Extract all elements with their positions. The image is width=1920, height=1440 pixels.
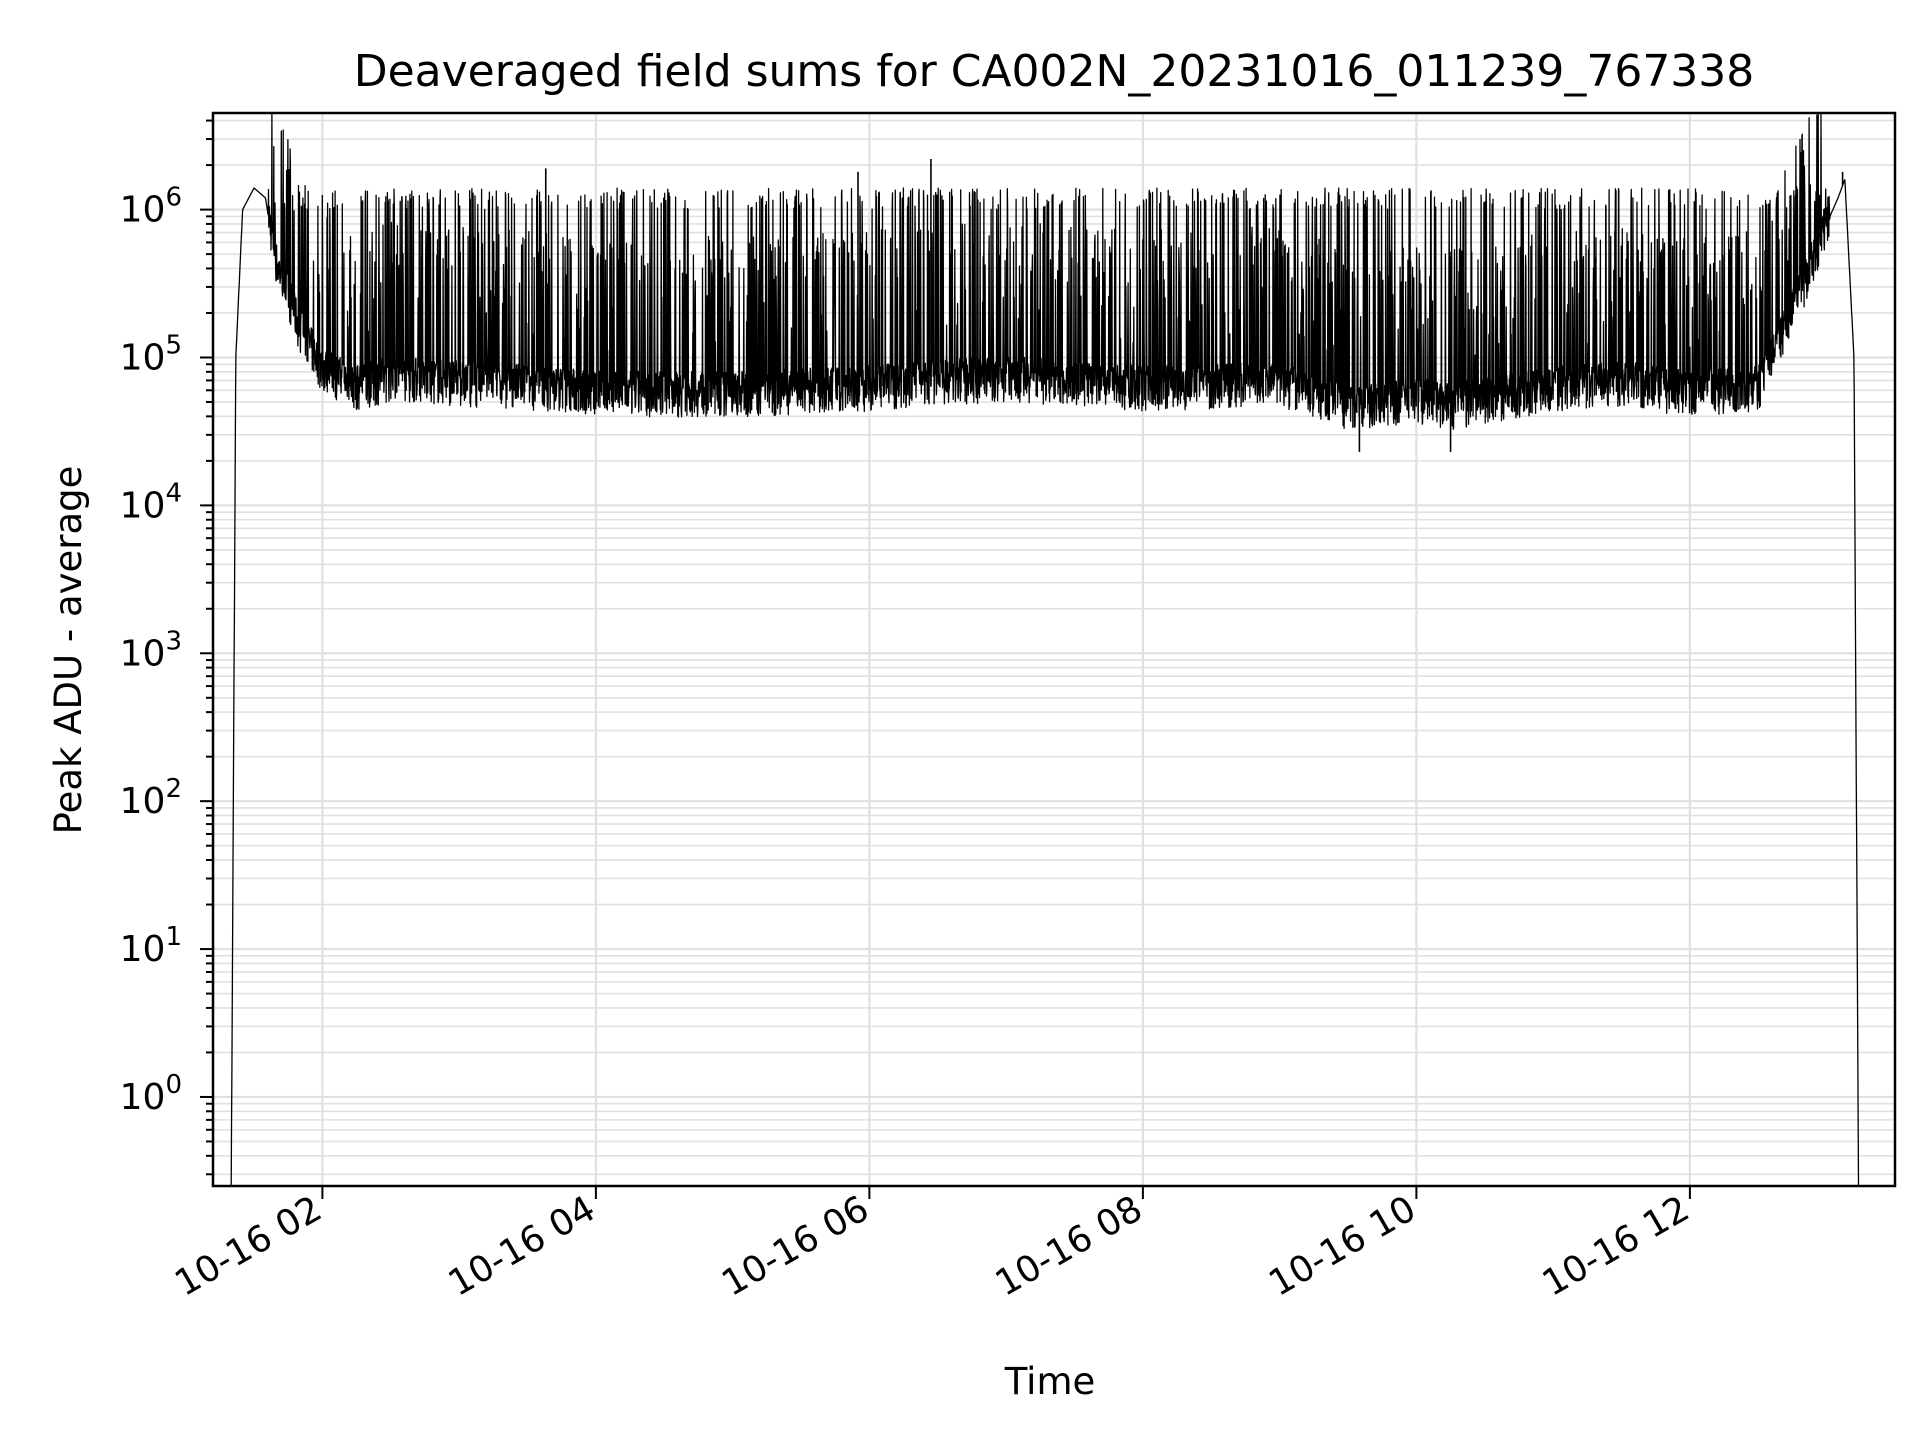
plot-area [230,112,1860,1187]
y-tick-label: 100 [120,1070,182,1118]
y-tick-label: 106 [120,183,182,231]
y-tick-label: 103 [120,626,182,674]
y-tick-label: 102 [120,774,182,822]
x-axis-label: Time [1004,1360,1096,1403]
chart-title: Deaveraged field sums for CA002N_2023101… [354,46,1755,97]
y-tick-label: 101 [120,922,182,970]
series-line [230,112,1860,1187]
axes-frame [211,111,1897,1188]
y-tick-label: 104 [120,478,182,526]
y-tick-label: 105 [120,330,182,378]
y-axis: 100 101 102 103 104 105 106 [120,119,213,1176]
y-axis-label: Peak ADU - average [47,466,90,835]
